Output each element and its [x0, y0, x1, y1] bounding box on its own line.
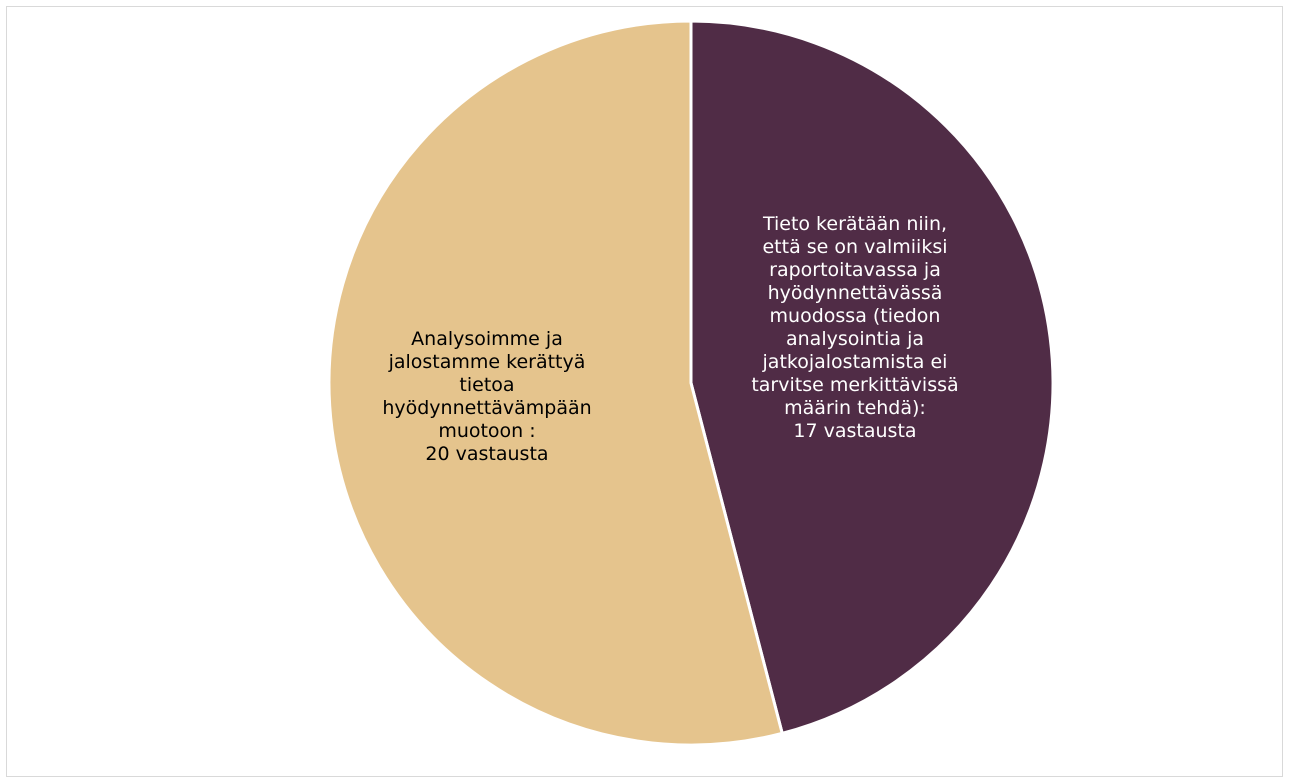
pie-slice-1: [327, 19, 785, 747]
pie-slice-0: [689, 19, 1055, 736]
chart-frame: Tieto kerätään niin, että se on valmiiks…: [6, 6, 1283, 777]
slice-label-1: Analysoimme ja jalostamme kerättyä tieto…: [382, 328, 592, 465]
slice-label-0: Tieto kerätään niin, että se on valmiiks…: [751, 213, 959, 442]
pie-chart: [327, 19, 1055, 747]
